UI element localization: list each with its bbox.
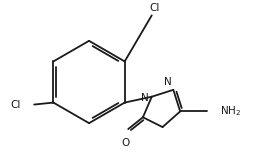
Text: O: O [121,138,129,148]
Text: Cl: Cl [150,3,160,13]
Text: NH$_2$: NH$_2$ [220,104,241,118]
Text: N: N [164,77,171,87]
Text: N: N [141,93,149,103]
Text: Cl: Cl [10,100,20,110]
